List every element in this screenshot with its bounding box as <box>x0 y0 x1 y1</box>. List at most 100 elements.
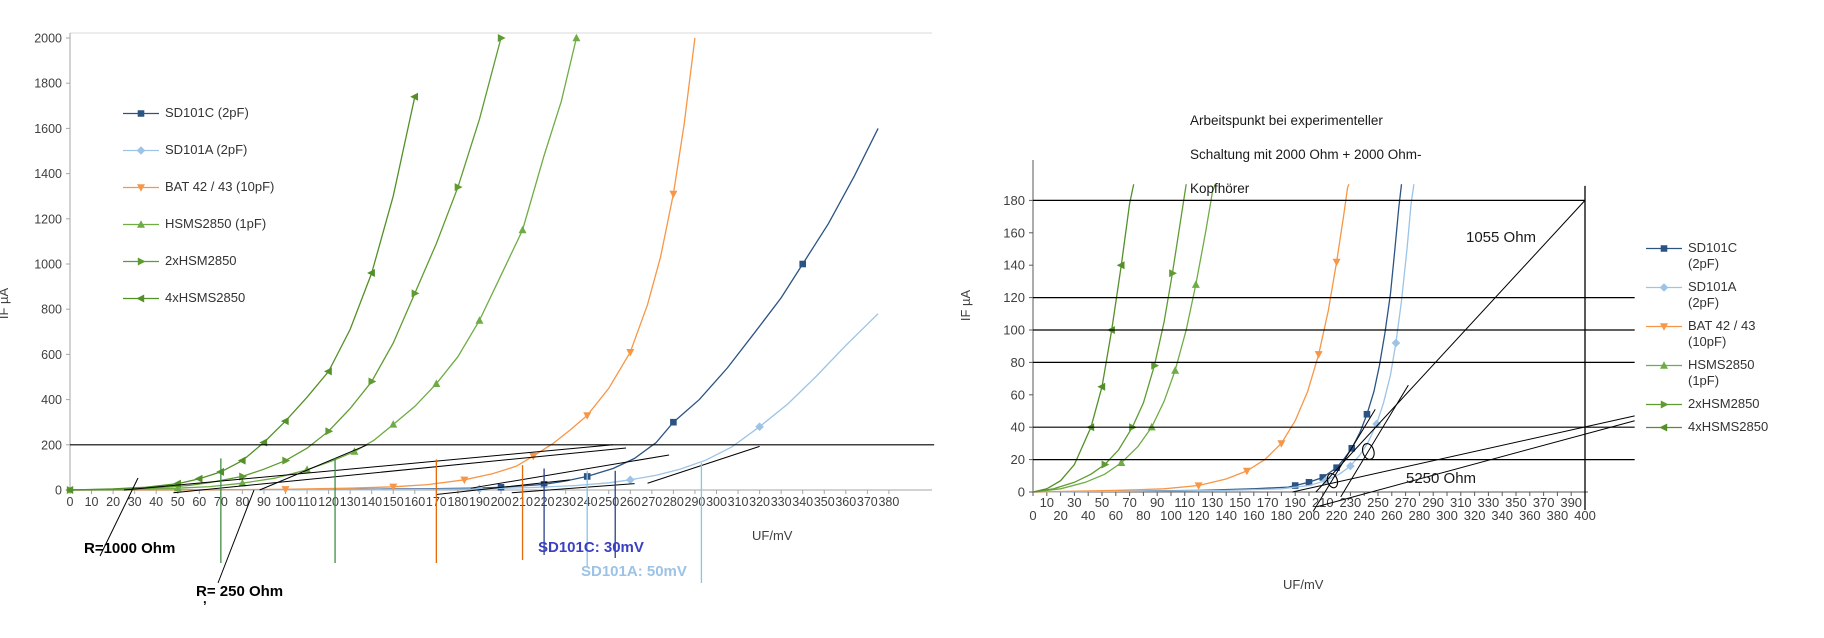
annotation-tick-mark: , <box>203 591 207 606</box>
series-marker-3 <box>1171 366 1180 374</box>
x-tick-label: 300 <box>706 495 727 509</box>
x-tick-label: 80 <box>1136 508 1150 523</box>
series-marker-4 <box>1101 460 1110 469</box>
legend-item-label: 2xHSM2850 <box>165 252 237 268</box>
x-tick-label: 270 <box>1395 495 1417 510</box>
legend-item: HSMS2850 (1pF) <box>1645 357 1768 389</box>
y-tick-label: 1800 <box>34 77 62 91</box>
x-tick-label: 160 <box>404 495 425 509</box>
x-tick-label: 150 <box>383 495 404 509</box>
x-tick-label: 350 <box>814 495 835 509</box>
square-series-marker-icon <box>123 110 159 117</box>
series-line-4 <box>69 37 502 491</box>
tri-down-series-marker-icon <box>123 184 159 192</box>
x-tick-label: 200 <box>491 495 512 509</box>
y-tick-label: 1000 <box>34 258 62 272</box>
annotation-sd101c-30mv: SD101C: 30mV <box>538 539 644 556</box>
x-tick-label: 330 <box>1478 495 1500 510</box>
load-line <box>647 445 760 484</box>
x-tick-label: 0 <box>1029 508 1036 523</box>
legend-marker-glyph <box>137 184 145 192</box>
legend-marker-glyph <box>1659 423 1668 432</box>
y-tick-label: 40 <box>1011 420 1025 435</box>
series-line-2 <box>69 37 696 491</box>
series-marker-3 <box>518 225 527 234</box>
x-tick-label: 330 <box>771 495 792 509</box>
y-tick-label: 1600 <box>34 122 62 136</box>
annotation-r250-ohm: R= 250 Ohm <box>196 583 284 600</box>
y-tick-label: 400 <box>41 393 62 407</box>
x-tick-label: 60 <box>192 495 206 509</box>
x-tick-label: 130 <box>340 495 361 509</box>
y-tick-label: 0 <box>55 484 62 498</box>
series-marker-4 <box>411 289 420 298</box>
x-tick-label: 350 <box>1505 495 1527 510</box>
load-line <box>1317 420 1635 508</box>
legend-item-label: SD101A (2pF) <box>1688 279 1737 310</box>
series-marker-3 <box>238 478 247 487</box>
series-marker-2 <box>626 348 635 357</box>
x-tick-label: 140 <box>361 495 382 509</box>
series-marker-5 <box>216 467 225 476</box>
legend-marker-glyph <box>1660 323 1668 331</box>
x-tick-label: 380 <box>878 495 899 509</box>
legend-marker-glyph <box>137 257 146 266</box>
series-marker-2 <box>583 412 592 420</box>
legend-item-label: BAT 42 / 43 (10pF) <box>165 178 275 194</box>
x-tick-label: 230 <box>555 495 576 509</box>
legend-item-label: HSMS2850 (1pF) <box>165 215 267 231</box>
series-line-2 <box>1032 183 1350 493</box>
series-marker-0 <box>1363 410 1371 418</box>
x-tick-label: 20 <box>1053 508 1067 523</box>
y-tick-label: 80 <box>1011 355 1025 370</box>
series-marker-3 <box>572 33 581 42</box>
x-tick-label: 280 <box>1409 508 1431 523</box>
series-marker-4 <box>454 183 463 192</box>
y-tick-label: 20 <box>1011 452 1025 467</box>
series-marker-4 <box>368 377 377 386</box>
left-chart-canvas: 0 200 400 600 800 1000 1200 1400 1600 1800 2000 0 10… <box>34 32 935 584</box>
x-tick-label: 250 <box>598 495 619 509</box>
series-marker-3 <box>173 483 182 492</box>
x-tick-label: 90 <box>257 495 271 509</box>
series-marker-2 <box>389 483 398 492</box>
load-line <box>436 479 571 496</box>
x-tick-label: 120 <box>318 495 339 509</box>
series-line-1 <box>69 313 879 491</box>
x-tick-label: 100 <box>1160 508 1182 523</box>
x-tick-label: 360 <box>1519 508 1541 523</box>
annotation-sd101a-50mv: SD101A: 50mV <box>581 563 687 580</box>
diamond-series-marker-icon <box>123 146 159 155</box>
tri-left-series-marker-icon <box>1646 423 1682 432</box>
series-marker-0 <box>1305 478 1313 486</box>
legend-marker-glyph <box>137 110 145 117</box>
legend-marker-glyph <box>137 220 145 228</box>
series-marker-4 <box>1169 269 1177 278</box>
series-marker-4 <box>1151 361 1160 370</box>
series-marker-5 <box>367 269 375 278</box>
x-tick-label: 10 <box>85 495 99 509</box>
series-line-4 <box>1032 184 1187 493</box>
right-chart-legend: SD101C (2pF) SD101A (2pF) BAT 42 / 43 (10p… <box>1645 240 1768 442</box>
x-tick-label: 260 <box>1381 508 1403 523</box>
left-x-axis-label: UF/mV <box>752 528 793 543</box>
series-marker-4 <box>239 472 247 481</box>
series-marker-4 <box>497 34 506 42</box>
series-marker-3 <box>432 379 441 387</box>
series-marker-3 <box>475 316 484 324</box>
series-marker-5 <box>324 367 332 376</box>
annotation-r1000-ohm: R=1000 Ohm <box>84 540 176 557</box>
diamond-series-marker-icon <box>1646 283 1682 292</box>
legend-item-label: SD101C (2pF) <box>165 104 249 120</box>
series-line-3 <box>1032 183 1216 493</box>
y-tick-label: 100 <box>1003 323 1025 338</box>
x-tick-label: 370 <box>857 495 878 509</box>
square-series-marker-icon <box>1646 245 1682 252</box>
series-marker-3 <box>1191 280 1200 288</box>
legend-marker-glyph <box>1660 245 1668 252</box>
legend-item-label: SD101A (2pF) <box>165 141 248 157</box>
legend-item: BAT 42 / 43 (10pF) <box>122 168 274 205</box>
series-marker-2 <box>669 190 678 199</box>
x-tick-label: 200 <box>1298 508 1320 523</box>
